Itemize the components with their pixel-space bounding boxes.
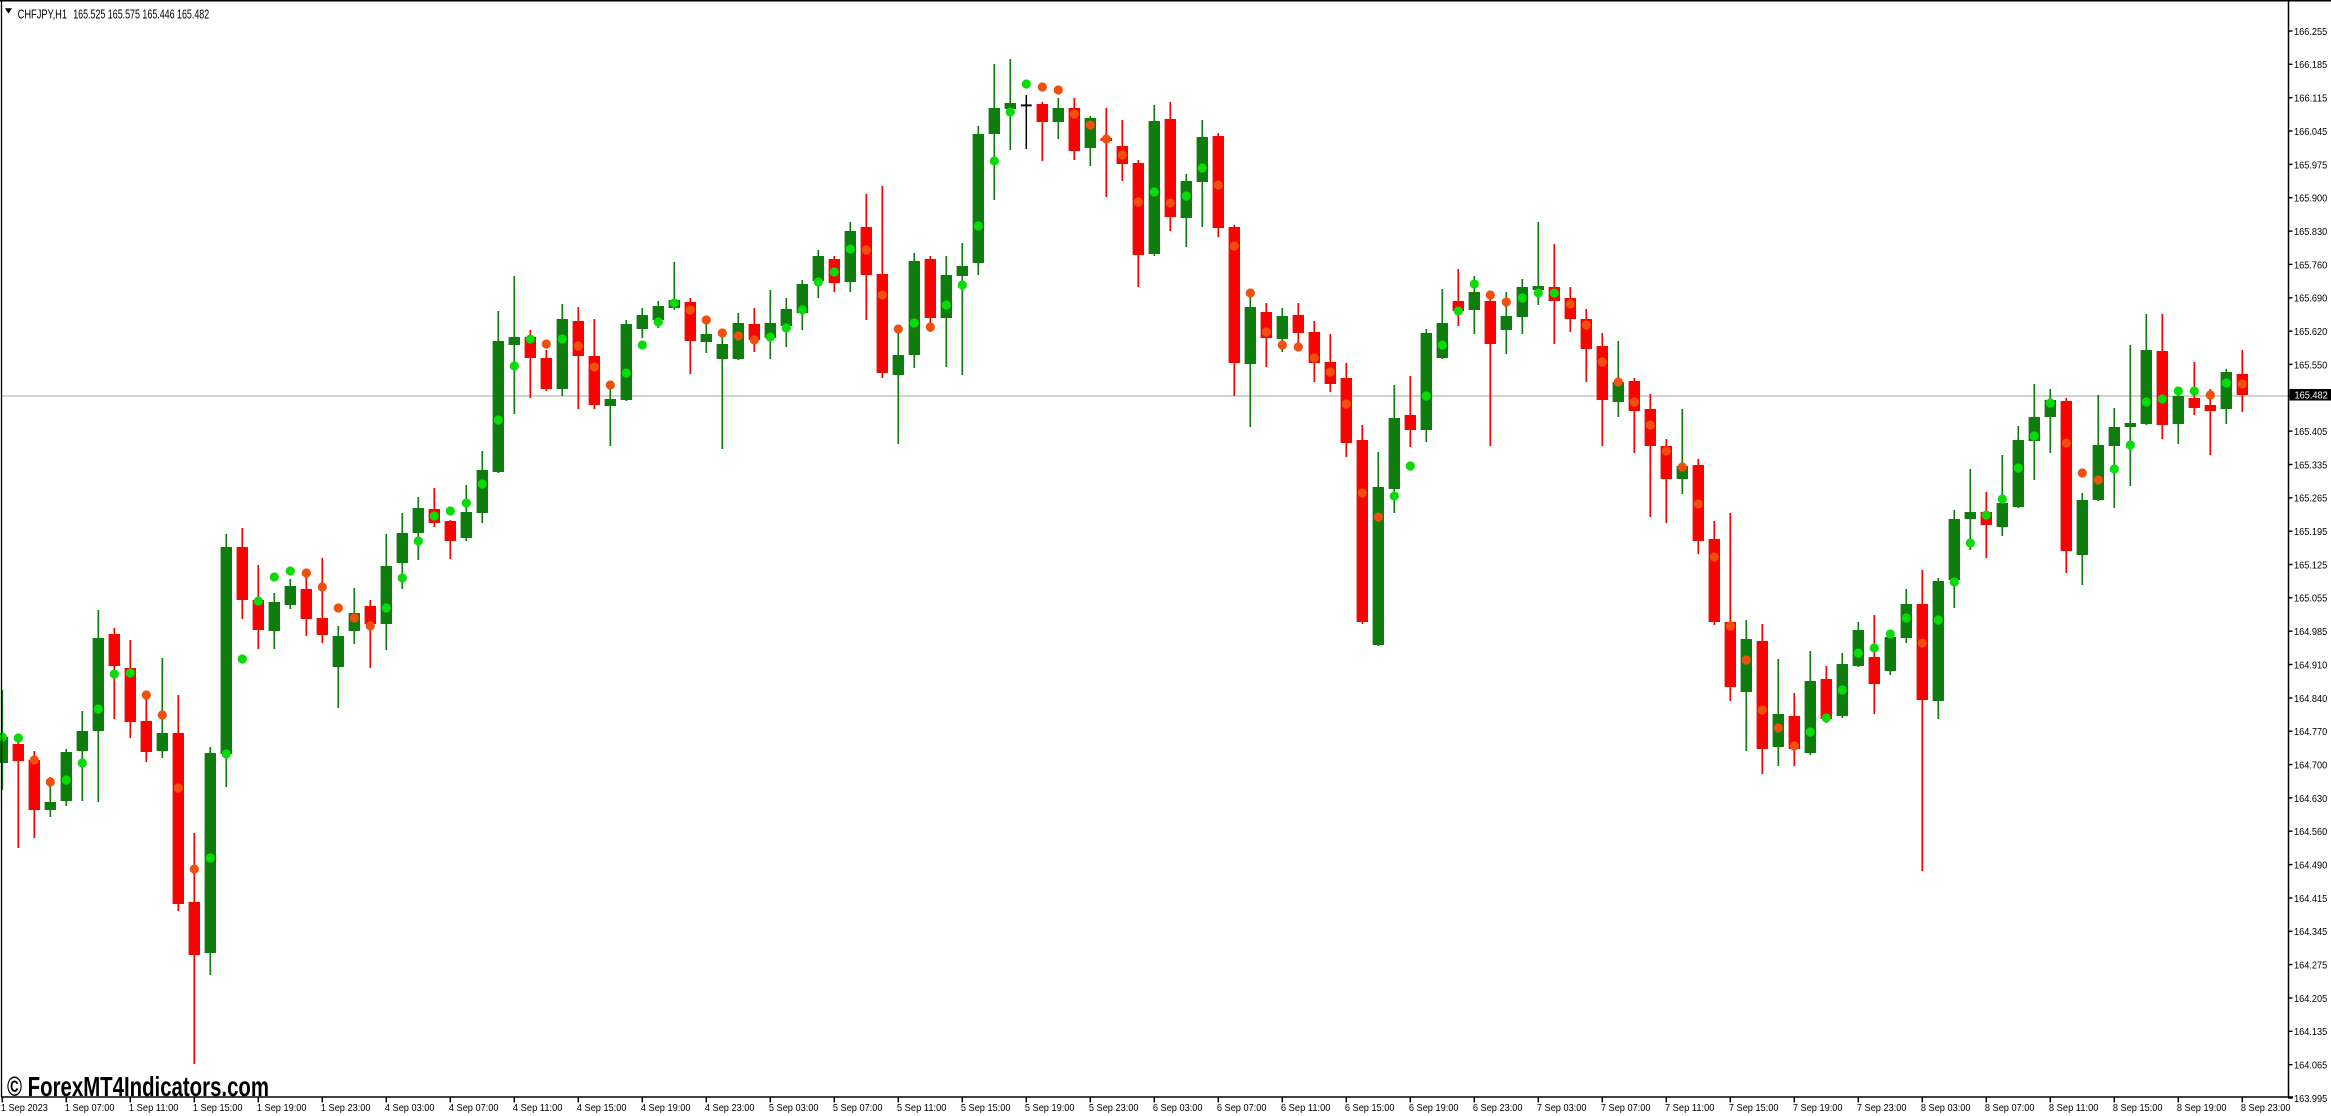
svg-text:1 Sep 23:00: 1 Sep 23:00 xyxy=(321,1102,371,1114)
svg-text:165.195: 165.195 xyxy=(2294,526,2327,538)
svg-text:164.205: 164.205 xyxy=(2294,993,2327,1005)
svg-text:6 Sep 11:00: 6 Sep 11:00 xyxy=(1281,1102,1331,1114)
svg-text:166.185: 166.185 xyxy=(2294,59,2327,71)
svg-text:7 Sep 23:00: 7 Sep 23:00 xyxy=(1857,1102,1907,1114)
svg-text:164.065: 164.065 xyxy=(2294,1060,2327,1072)
svg-text:165.265: 165.265 xyxy=(2294,493,2327,505)
svg-text:1 Sep 15:00: 1 Sep 15:00 xyxy=(193,1102,243,1114)
svg-text:6 Sep 07:00: 6 Sep 07:00 xyxy=(1217,1102,1267,1114)
svg-text:8 Sep 11:00: 8 Sep 11:00 xyxy=(2049,1102,2099,1114)
svg-text:6 Sep 23:00: 6 Sep 23:00 xyxy=(1473,1102,1523,1114)
svg-text:5 Sep 07:00: 5 Sep 07:00 xyxy=(833,1102,883,1114)
svg-text:165.760: 165.760 xyxy=(2294,259,2327,271)
svg-text:7 Sep 11:00: 7 Sep 11:00 xyxy=(1665,1102,1715,1114)
svg-text:165.525 165.575 165.446 165.48: 165.525 165.575 165.446 165.482 xyxy=(73,6,209,21)
svg-text:164.840: 164.840 xyxy=(2294,693,2327,705)
svg-text:5 Sep 11:00: 5 Sep 11:00 xyxy=(897,1102,947,1114)
svg-text:166.255: 166.255 xyxy=(2294,26,2327,38)
svg-text:4 Sep 03:00: 4 Sep 03:00 xyxy=(385,1102,435,1114)
svg-text:© ForexMT4Indicators.com: © ForexMT4Indicators.com xyxy=(7,1071,269,1102)
svg-text:165.055: 165.055 xyxy=(2294,593,2327,605)
svg-text:164.275: 164.275 xyxy=(2294,960,2327,972)
svg-text:1 Sep 2023: 1 Sep 2023 xyxy=(1,1102,48,1114)
svg-text:8 Sep 07:00: 8 Sep 07:00 xyxy=(1985,1102,2035,1114)
svg-text:165.900: 165.900 xyxy=(2294,193,2327,205)
svg-text:163.995: 163.995 xyxy=(2294,1093,2327,1105)
svg-text:7 Sep 19:00: 7 Sep 19:00 xyxy=(1793,1102,1843,1114)
svg-text:5 Sep 15:00: 5 Sep 15:00 xyxy=(961,1102,1011,1114)
svg-text:8 Sep 15:00: 8 Sep 15:00 xyxy=(2113,1102,2163,1114)
svg-text:165.830: 165.830 xyxy=(2294,226,2327,238)
svg-text:165.690: 165.690 xyxy=(2294,293,2327,305)
svg-text:CHFJPY,H1: CHFJPY,H1 xyxy=(18,6,68,21)
svg-text:4 Sep 19:00: 4 Sep 19:00 xyxy=(641,1102,691,1114)
svg-text:5 Sep 03:00: 5 Sep 03:00 xyxy=(769,1102,819,1114)
svg-text:6 Sep 03:00: 6 Sep 03:00 xyxy=(1153,1102,1203,1114)
svg-text:164.985: 164.985 xyxy=(2294,626,2327,638)
svg-text:4 Sep 11:00: 4 Sep 11:00 xyxy=(513,1102,563,1114)
svg-text:164.630: 164.630 xyxy=(2294,793,2327,805)
svg-text:164.770: 164.770 xyxy=(2294,726,2327,738)
svg-text:164.700: 164.700 xyxy=(2294,760,2327,772)
svg-text:4 Sep 07:00: 4 Sep 07:00 xyxy=(449,1102,499,1114)
svg-text:166.115: 166.115 xyxy=(2294,93,2327,105)
svg-text:165.125: 165.125 xyxy=(2294,559,2327,571)
svg-text:8 Sep 03:00: 8 Sep 03:00 xyxy=(1921,1102,1971,1114)
svg-text:7 Sep 03:00: 7 Sep 03:00 xyxy=(1537,1102,1587,1114)
svg-text:8 Sep 19:00: 8 Sep 19:00 xyxy=(2177,1102,2227,1114)
svg-text:165.550: 165.550 xyxy=(2294,359,2327,371)
svg-text:6 Sep 15:00: 6 Sep 15:00 xyxy=(1345,1102,1395,1114)
svg-text:165.620: 165.620 xyxy=(2294,326,2327,338)
svg-text:166.045: 166.045 xyxy=(2294,126,2327,138)
svg-text:8 Sep 23:00: 8 Sep 23:00 xyxy=(2241,1102,2291,1114)
svg-text:164.345: 164.345 xyxy=(2294,926,2327,938)
svg-text:4 Sep 23:00: 4 Sep 23:00 xyxy=(705,1102,755,1114)
svg-text:6 Sep 19:00: 6 Sep 19:00 xyxy=(1409,1102,1459,1114)
svg-text:164.490: 164.490 xyxy=(2294,860,2327,872)
svg-text:4 Sep 15:00: 4 Sep 15:00 xyxy=(577,1102,627,1114)
svg-text:5 Sep 19:00: 5 Sep 19:00 xyxy=(1025,1102,1075,1114)
svg-text:5 Sep 23:00: 5 Sep 23:00 xyxy=(1089,1102,1139,1114)
svg-text:1 Sep 07:00: 1 Sep 07:00 xyxy=(65,1102,115,1114)
svg-text:165.482: 165.482 xyxy=(2295,389,2328,401)
svg-text:165.405: 165.405 xyxy=(2294,426,2327,438)
svg-text:164.415: 164.415 xyxy=(2294,893,2327,905)
svg-text:1 Sep 19:00: 1 Sep 19:00 xyxy=(257,1102,307,1114)
svg-text:164.560: 164.560 xyxy=(2294,826,2327,838)
svg-text:165.335: 165.335 xyxy=(2294,459,2327,471)
svg-text:1 Sep 11:00: 1 Sep 11:00 xyxy=(129,1102,179,1114)
svg-text:7 Sep 15:00: 7 Sep 15:00 xyxy=(1729,1102,1779,1114)
svg-text:7 Sep 07:00: 7 Sep 07:00 xyxy=(1601,1102,1651,1114)
svg-text:164.135: 164.135 xyxy=(2294,1026,2327,1038)
svg-text:165.975: 165.975 xyxy=(2294,159,2327,171)
svg-text:164.910: 164.910 xyxy=(2294,659,2327,671)
